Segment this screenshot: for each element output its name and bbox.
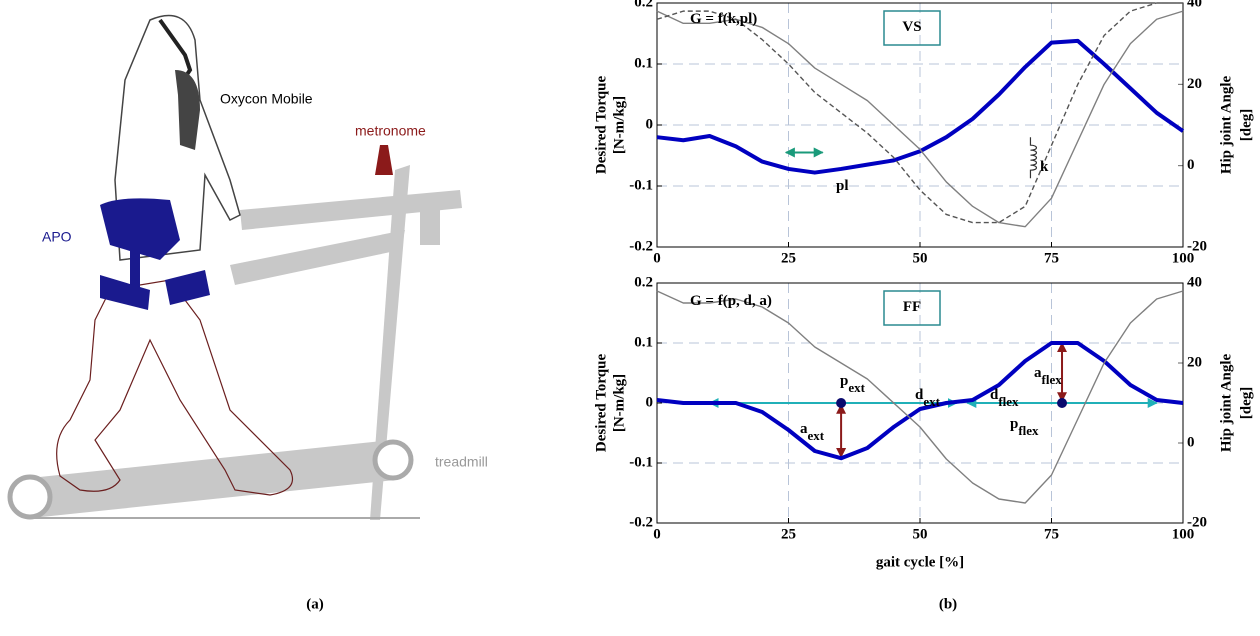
y-tick-label: 0 bbox=[646, 116, 654, 132]
annotation: pl bbox=[836, 178, 849, 194]
label: treadmill bbox=[435, 454, 488, 470]
annotation-text: p bbox=[840, 373, 848, 389]
x-axis-label: gait cycle [%] bbox=[876, 554, 964, 570]
y-axis-label: Desired Torque bbox=[593, 76, 609, 175]
point bbox=[836, 398, 846, 408]
annotation-sub: flex bbox=[1042, 372, 1063, 387]
annotation: k bbox=[1040, 159, 1049, 175]
y2-axis-label: [deg] bbox=[1238, 109, 1254, 142]
y2-axis-label: Hip joint Angle bbox=[1218, 353, 1234, 452]
annotation: aflex bbox=[1034, 365, 1062, 387]
y2-axis-label: [deg] bbox=[1238, 387, 1254, 420]
annotation-text: pl bbox=[836, 178, 849, 194]
y2-tick-label: 40 bbox=[1187, 274, 1202, 290]
y-tick-label: -0.2 bbox=[629, 514, 653, 530]
annotation-sub: flex bbox=[1018, 423, 1039, 438]
y2-axis-label: Hip joint Angle bbox=[1218, 75, 1234, 174]
y-tick-label: -0.1 bbox=[629, 177, 653, 193]
y-axis-label: Desired Torque bbox=[593, 354, 609, 453]
y2-tick-label: 0 bbox=[1187, 434, 1195, 450]
x-tick-label: 75 bbox=[1044, 250, 1059, 266]
label: Oxycon Mobile bbox=[220, 91, 313, 107]
x-tick-label: 50 bbox=[913, 250, 928, 266]
label: metronome bbox=[355, 123, 426, 139]
annotation: dext bbox=[915, 387, 941, 409]
y-tick-label: -0.2 bbox=[629, 238, 653, 254]
annotation-text: k bbox=[1040, 159, 1049, 175]
y-axis-label: [N-m/kg] bbox=[611, 96, 627, 154]
y2-tick-label: -20 bbox=[1187, 514, 1207, 530]
annotation: FF bbox=[903, 299, 921, 315]
x-tick-label: 25 bbox=[781, 526, 796, 542]
illustration: Oxycon Mobile metronome APO treadmill bbox=[10, 16, 488, 521]
caption: (a) bbox=[306, 596, 324, 612]
x-tick-label: 0 bbox=[653, 250, 661, 266]
y-tick-label: 0 bbox=[646, 394, 654, 410]
point bbox=[1057, 398, 1067, 408]
y-tick-label: 0.1 bbox=[634, 334, 653, 350]
x-tick-label: 25 bbox=[781, 250, 796, 266]
spring bbox=[1030, 137, 1036, 178]
y-tick-label: 0.1 bbox=[634, 55, 653, 71]
x-tick-label: 75 bbox=[1044, 526, 1059, 542]
y-tick-label: -0.1 bbox=[629, 454, 653, 470]
y-tick-label: 0.2 bbox=[634, 274, 653, 290]
annotation-text: VS bbox=[902, 19, 921, 35]
figure: Oxycon Mobile metronome APO treadmill (a… bbox=[0, 0, 1260, 636]
annotation-sub: ext bbox=[848, 380, 865, 395]
y-axis-label: [N-m/kg] bbox=[611, 374, 627, 432]
annotation: pflex bbox=[1010, 416, 1039, 438]
caption: (b) bbox=[939, 596, 957, 612]
annotation-text: FF bbox=[903, 299, 921, 315]
annotation-text: G = f(k,pl) bbox=[690, 11, 757, 27]
annotation: VS bbox=[902, 19, 921, 35]
annotation-sub: ext bbox=[923, 394, 940, 409]
annotation-sub: ext bbox=[808, 428, 825, 443]
y2-tick-label: 0 bbox=[1187, 157, 1195, 173]
annotation-text: G = f(p, d, a) bbox=[690, 293, 772, 309]
y2-tick-label: 20 bbox=[1187, 354, 1202, 370]
annotation-text: p bbox=[1010, 416, 1018, 432]
annotation: pext bbox=[840, 373, 866, 395]
annotation: G = f(p, d, a) bbox=[690, 293, 772, 309]
y2-tick-label: 40 bbox=[1187, 0, 1202, 10]
x-tick-label: 0 bbox=[653, 526, 661, 542]
annotation-sub: flex bbox=[998, 394, 1019, 409]
label: APO bbox=[42, 229, 72, 245]
y2-tick-label: -20 bbox=[1187, 238, 1207, 254]
y2-tick-label: 20 bbox=[1187, 76, 1202, 92]
annotation: dflex bbox=[990, 387, 1019, 409]
y-tick-label: 0.2 bbox=[634, 0, 653, 10]
x-tick-label: 50 bbox=[913, 526, 928, 542]
annotation: G = f(k,pl) bbox=[690, 11, 757, 27]
